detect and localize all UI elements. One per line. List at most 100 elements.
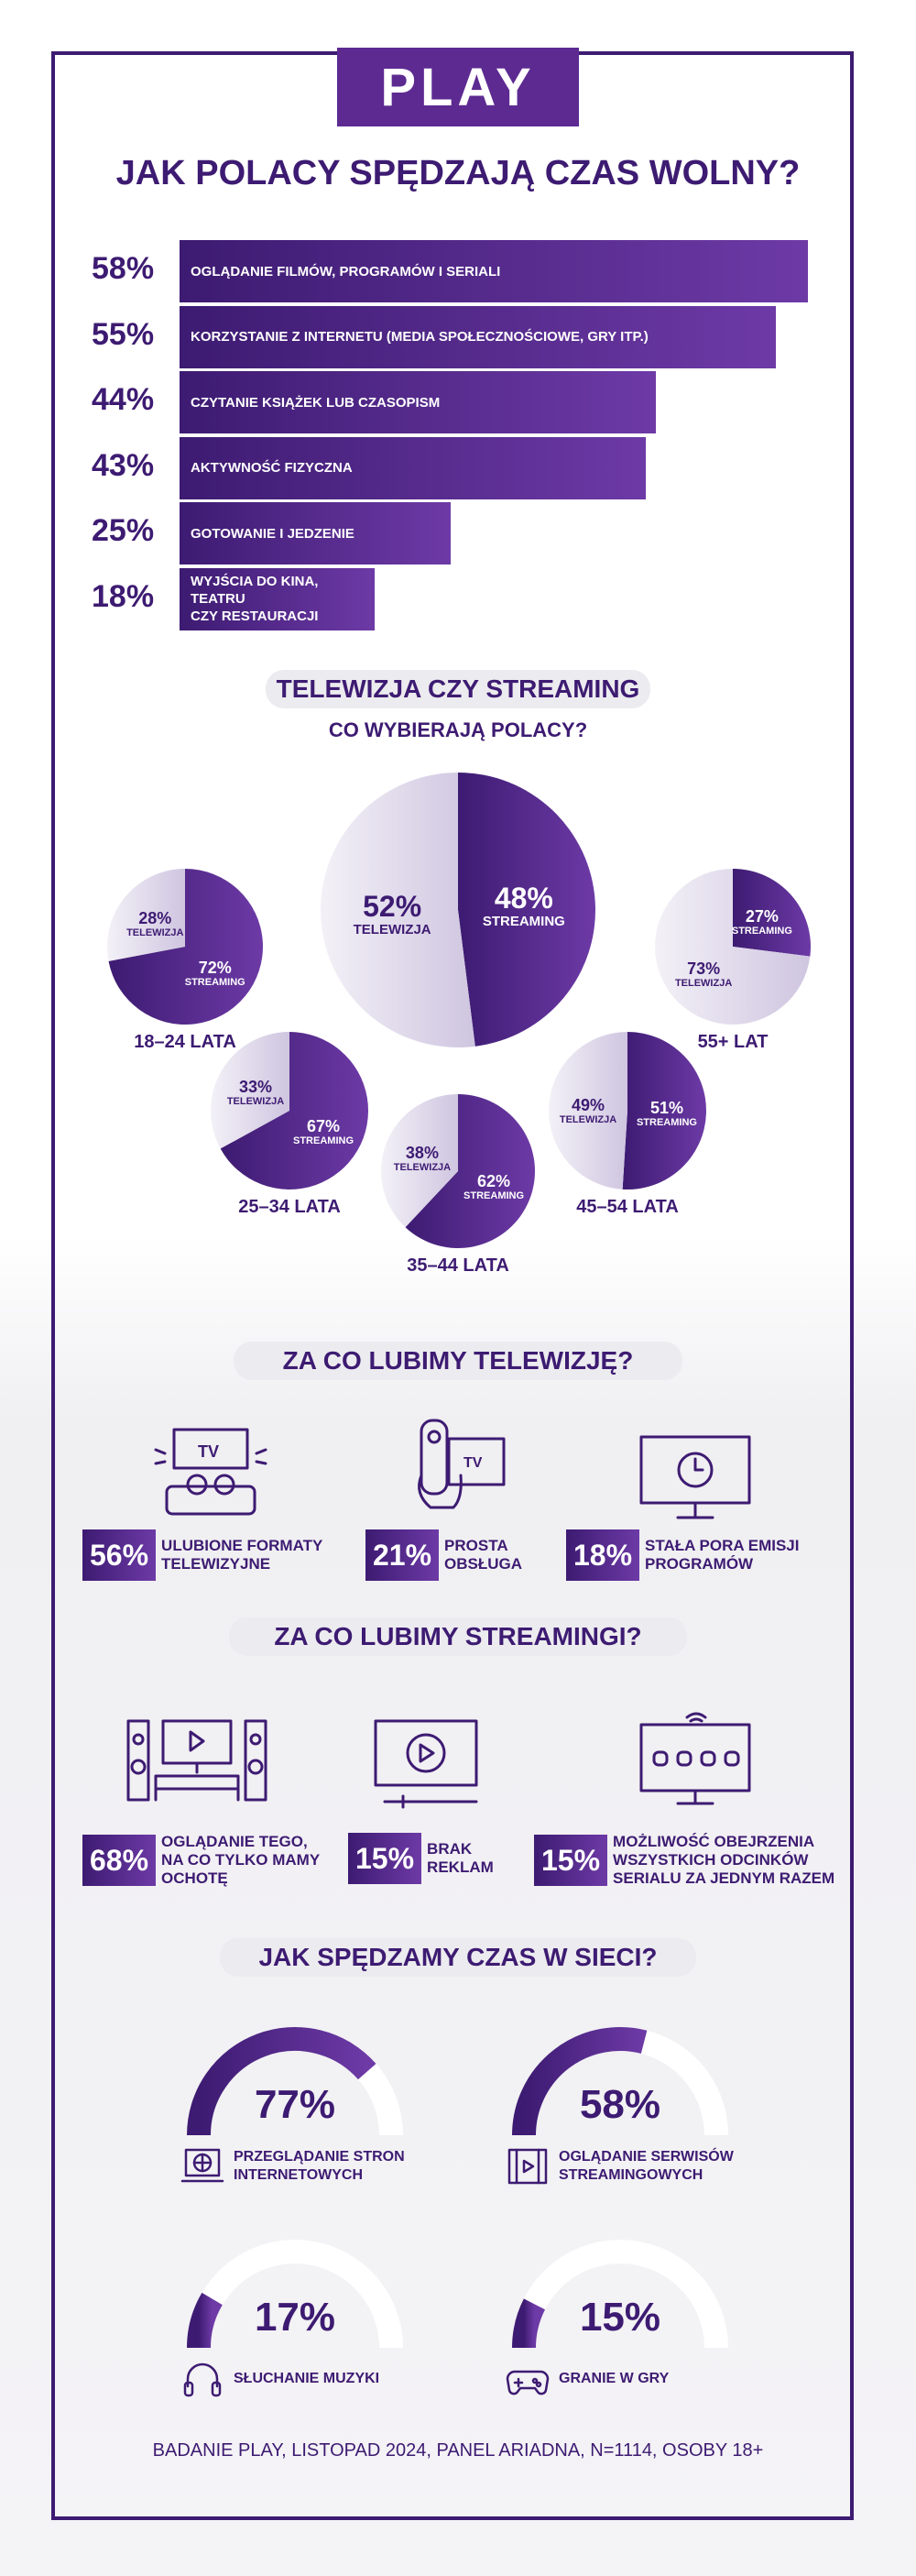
activity-row: 44% CZYTANIE KSIĄŻEK LUB CZASOPISM [92,371,824,433]
tv-section-heading: TELEWIZJA CZY STREAMING [266,670,650,708]
pie-slice-streaming [405,1094,535,1248]
pie-name: STREAMING [463,1190,525,1202]
pie-pct: 73% [687,959,721,978]
stat-pct: 68% [82,1835,157,1886]
stat-item: 21% PROSTA OBSŁUGA [365,1529,522,1581]
gauge-pct: 58% [579,2082,661,2127]
pie-label-tv: 49% TELEWIZJA [533,1096,643,1125]
pie-pct: 67% [306,1117,341,1136]
tv-section-subheading: CO WYBIERAJĄ POLACY? [328,718,588,741]
stat-text: MOŻLIWOŚĆ OBEJRZENIA WSZYSTKICH ODCINKÓW… [613,1833,835,1887]
pie-slice-tv [655,869,811,1025]
age-group-label: 55+ LAT [697,1032,769,1052]
pie-pct: 51% [649,1098,683,1117]
pie-slice-tv [321,773,475,1047]
activity-pct: 44% [92,382,155,417]
activity-label: AKTYWNOŚĆ FIZYCZNA [191,460,353,476]
pie-label-tv: 33% TELEWIZJA [201,1078,311,1107]
headphones-icon [183,2362,222,2397]
activity-row: 25% GOTOWANIE I JEDZENIE [92,502,824,565]
gauge-text: GRANIE W GRY [559,2371,670,2386]
activity-pct: 18% [92,578,155,614]
activity-bar: WYJŚCIA DO KINA, TEATRU CZY RESTAURACJI [180,567,375,630]
pie-pct: 52% [363,889,422,923]
pie-name: TELEWIZJA [226,1095,285,1107]
stream-likes-heading: ZA CO LUBIMY STREAMINGI? [229,1617,687,1656]
svg-text:TV: TV [198,1442,219,1461]
activity-label: KORZYSTANIE Z INTERNETU (MEDIA SPOŁECZNO… [191,329,649,345]
svg-text:TV: TV [463,1455,483,1471]
activity-label: GOTOWANIE I JEDZENIE [191,525,354,542]
pie-label-streaming: 51% STREAMING [612,1099,722,1128]
pie-pct: 62% [477,1172,511,1191]
pie-pct: 27% [745,907,779,926]
film-play-icon [507,2148,548,2185]
play-logo: PLAY [337,48,579,126]
gauge-label: PRZEGLĄDANIE STRON INTERNETOWYCH [180,2144,405,2188]
browser-icon [180,2148,224,2183]
stat-pct: 18% [566,1529,640,1581]
page-title: JAK POLACY SPĘDZAJĄ CZAS WOLNY? [115,154,801,192]
age-group-label: 45–54 LATA [576,1197,679,1217]
stat-item: 68% OGLĄDANIE TEGO, NA CO TYLKO MAMY OCHO… [82,1833,320,1888]
age-group-label: 35–44 LATA [407,1255,509,1276]
activity-pct: 25% [92,513,155,548]
activity-label: CZYTANIE KSIĄŻEK LUB CZASOPISM [191,394,441,411]
activity-pct: 58% [92,251,155,286]
pie-label-streaming: 67% STREAMING [268,1117,378,1146]
pie-label-streaming: 27% STREAMING [707,907,817,937]
clock-tv-icon [639,1435,751,1519]
pie-slice-tv [211,1032,289,1149]
pie-label-streaming: 72% STREAMING [160,959,270,988]
pie-slice-streaming [220,1032,368,1190]
gauge-text: PRZEGLĄDANIE STRON INTERNETOWYCH [234,2149,405,2183]
stat-text: OGLĄDANIE TEGO, NA CO TYLKO MAMY OCHOTĘ [161,1833,321,1887]
pie-name: TELEWIZJA [126,926,184,938]
activity-row: 18% WYJŚCIA DO KINA, TEATRU CZY RESTAURAC… [92,567,824,630]
pie-pct: 49% [572,1096,605,1115]
online-heading: JAK SPĘDZAMY CZAS W SIECI? [220,1938,696,1977]
activity-label: WYJŚCIA DO KINA, TEATRU CZY RESTAURACJI [191,574,319,624]
pie-slice-streaming [622,1032,706,1189]
activity-row: 55% KORZYSTANIE Z INTERNETU (MEDIA SPOŁEC… [92,305,824,368]
pie-name: TELEWIZJA [393,1162,452,1174]
pie-name: STREAMING [293,1135,354,1147]
stat-text: PROSTA OBSŁUGA [444,1537,523,1573]
pie-name: TELEWIZJA [674,977,733,989]
gauge-pct: 77% [254,2082,336,2127]
episodes-tv-icon [639,1712,751,1805]
gauge-pct: 17% [254,2295,336,2340]
pie-name: STREAMING [184,976,245,988]
pie-slice-streaming [458,773,596,1047]
gauge-label: OGLĄDANIE SERWISÓW STREAMINGOWYCH [506,2144,734,2188]
gauge-label: GRANIE W GRY [506,2357,669,2401]
stat-text: ULUBIONE FORMATY TELEWIZYJNE [161,1537,323,1573]
pie-label-streaming: 62% STREAMING [439,1172,549,1201]
activity-row: 43% AKTYWNOŚĆ FIZYCZNA [92,436,824,499]
pie-name: STREAMING [482,913,565,929]
stat-item: 18% STAŁA PORA EMISJI PROGRAMÓW [566,1529,800,1581]
stat-item: 15% MOŻLIWOŚĆ OBEJRZENIA WSZYSTKICH ODCIN… [534,1833,834,1888]
activity-pct: 43% [92,447,155,483]
pie-name: TELEWIZJA [353,921,431,937]
couch-tv-icon: TV [154,1428,267,1516]
stat-text: BRAK REKLAM [427,1840,494,1876]
stat-text: STAŁA PORA EMISJI PROGRAMÓW [645,1537,800,1573]
pie-label-tv: 73% TELEWIZJA [649,959,758,989]
gauge-label: SŁUCHANIE MUZYKI [180,2357,379,2401]
stat-pct: 15% [348,1833,422,1884]
pie-slice-streaming [108,869,263,1025]
activity-bar: AKTYWNOŚĆ FIZYCZNA [180,436,646,499]
pie-pct: 33% [238,1077,272,1096]
pie-slice-streaming [733,869,812,957]
remote-icon: TV [418,1419,506,1509]
home-theater-icon [126,1719,267,1802]
pie-name: TELEWIZJA [559,1114,617,1126]
age-group-label: 18–24 LATA [134,1032,236,1052]
activity-row: 58% OGLĄDANIE FILMÓW, PROGRAMÓW I SERIALI [92,240,824,302]
stat-pct: 56% [82,1529,157,1581]
activity-bar: KORZYSTANIE Z INTERNETU (MEDIA SPOŁECZNO… [180,305,776,368]
pie-slice-tv [107,869,185,961]
tv-streaming-pies [107,773,812,1248]
pie-pct: 48% [494,881,553,915]
